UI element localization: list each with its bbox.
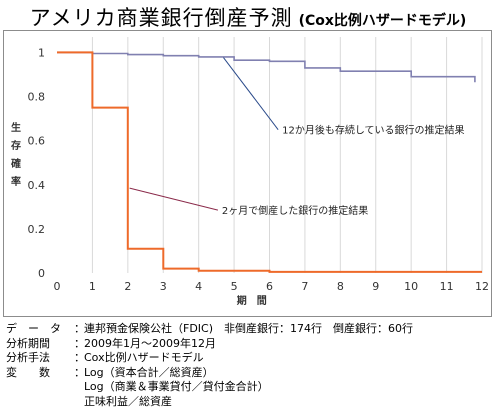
x-tick-label: 12 (475, 280, 489, 293)
x-tick-label: 9 (372, 280, 379, 293)
note-sep: ： (74, 351, 84, 366)
y-axis-label: 生存確率 (11, 121, 21, 188)
x-tick-label: 2 (124, 280, 131, 293)
survival-series-line (57, 52, 475, 82)
note-row-method: 分析手法 ： Cox比例ハザードモデル (6, 351, 413, 366)
x-axis-label: 期 間 (237, 294, 267, 307)
note-row-period: 分析期間 ： 2009年1月～2009年12月 (6, 337, 413, 352)
analysis-notes: デ ー タ ： 連邦預金保険公社（FDIC) 非倒産銀行：174行 倒産銀行：6… (6, 322, 413, 409)
note-sep: ： (74, 322, 84, 337)
note-sep: ： (74, 337, 84, 352)
x-tick-label: 8 (337, 280, 344, 293)
x-tick-label: 0 (54, 280, 61, 293)
note-key: 分析手法 (6, 351, 74, 366)
chart-title: アメリカ商業銀行倒産予測 (Cox比例ハザードモデル) (0, 2, 496, 32)
chart-title-main: アメリカ商業銀行倒産予測 (30, 6, 293, 30)
y-tick-label: 1 (38, 46, 45, 59)
note-row-data: デ ー タ ： 連邦預金保険公社（FDIC) 非倒産銀行：174行 倒産銀行：6… (6, 322, 413, 337)
note-value: 連邦預金保険公社（FDIC) 非倒産銀行：174行 倒産銀行：60行 (84, 322, 413, 337)
note-variable-continued: Log（商業＆事業貸付／貸付金合計） (6, 380, 413, 395)
x-tick-label: 1 (89, 280, 96, 293)
note-row-variables: 変 数 ： Log（資本合計／総資産） (6, 366, 413, 381)
note-sep: ： (74, 366, 84, 381)
note-value: Log（資本合計／総資産） (84, 366, 214, 381)
x-tick-label: 7 (301, 280, 308, 293)
x-tick-label: 10 (404, 280, 418, 293)
note-value: Cox比例ハザードモデル (84, 351, 204, 366)
y-tick-label: 0.8 (28, 91, 46, 104)
y-tick-label: 0.2 (28, 223, 46, 236)
note-key: 変 数 (6, 366, 74, 381)
x-tick-label: 3 (160, 280, 167, 293)
x-tick-label: 11 (440, 280, 454, 293)
annotation-label: 12か月後も存続している銀行の推定結果 (282, 124, 464, 137)
note-value: 2009年1月～2009年12月 (84, 337, 216, 352)
y-tick-label: 0 (38, 267, 45, 280)
note-key: デ ー タ (6, 322, 74, 337)
chart-title-sub: (Cox比例ハザードモデル) (299, 13, 467, 29)
x-tick-label: 6 (266, 280, 273, 293)
note-key: 分析期間 (6, 337, 74, 352)
x-tick-label: 5 (231, 280, 238, 293)
annotation-leader-line (130, 188, 218, 210)
note-variable-continued: 正味利益／総資産 (6, 395, 413, 409)
annotation-label: 2ヶ月で倒産した銀行の推定結果 (222, 204, 368, 217)
y-tick-label: 0.6 (28, 135, 46, 148)
x-tick-label: 4 (195, 280, 202, 293)
y-tick-label: 0.4 (28, 179, 46, 192)
